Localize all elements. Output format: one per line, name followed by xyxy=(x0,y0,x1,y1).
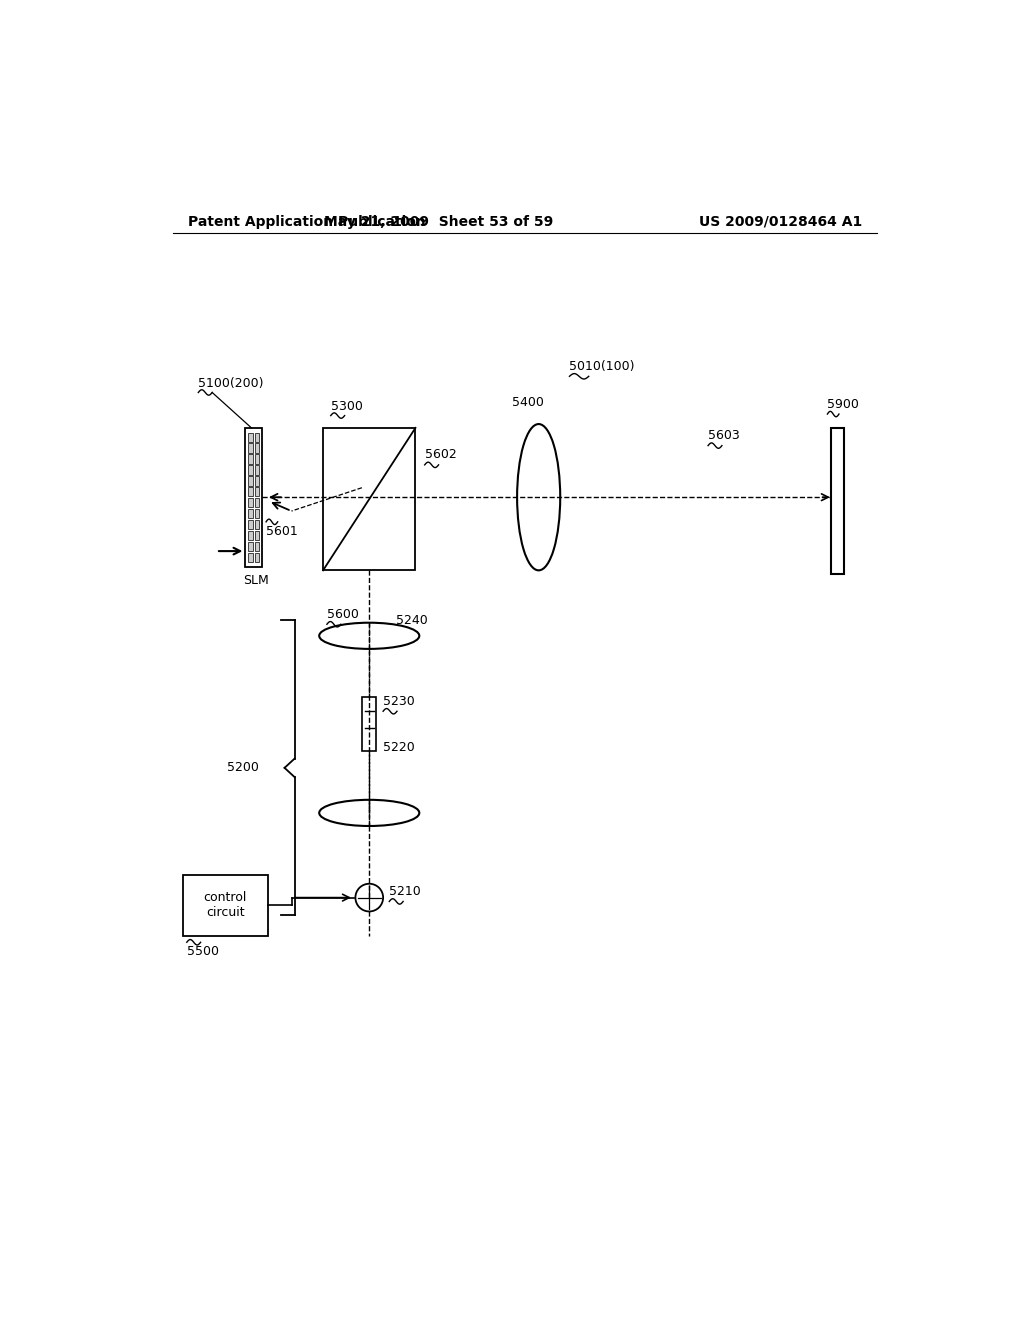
Bar xyxy=(362,697,376,751)
Text: 5600: 5600 xyxy=(327,607,358,620)
Text: 5400: 5400 xyxy=(512,396,544,409)
Bar xyxy=(249,541,253,550)
Bar xyxy=(831,428,844,574)
Bar xyxy=(183,874,267,936)
Bar xyxy=(249,477,253,486)
Bar xyxy=(255,433,259,442)
Bar xyxy=(249,433,253,442)
Bar xyxy=(249,520,253,529)
Text: 5230: 5230 xyxy=(383,694,415,708)
Text: control
circuit: control circuit xyxy=(204,891,247,919)
Bar xyxy=(249,487,253,496)
Text: 5500: 5500 xyxy=(186,945,219,958)
Text: 5900: 5900 xyxy=(827,399,859,412)
Bar xyxy=(255,510,259,519)
Bar xyxy=(255,541,259,550)
Bar xyxy=(255,487,259,496)
Bar xyxy=(255,477,259,486)
Text: SLM: SLM xyxy=(243,574,268,587)
Bar xyxy=(255,444,259,453)
Text: 5220: 5220 xyxy=(383,741,415,754)
Bar xyxy=(249,454,253,463)
Bar xyxy=(255,498,259,507)
Text: 5602: 5602 xyxy=(425,449,457,462)
Bar xyxy=(255,531,259,540)
Bar xyxy=(255,454,259,463)
Bar xyxy=(249,444,253,453)
Text: 5200: 5200 xyxy=(226,762,259,775)
Bar xyxy=(249,498,253,507)
Text: May 21, 2009  Sheet 53 of 59: May 21, 2009 Sheet 53 of 59 xyxy=(324,215,553,228)
Bar xyxy=(249,510,253,519)
Text: 5603: 5603 xyxy=(708,429,739,442)
Text: 5601: 5601 xyxy=(266,525,298,539)
Bar xyxy=(249,553,253,562)
Text: Patent Application Publication: Patent Application Publication xyxy=(188,215,426,228)
Bar xyxy=(255,553,259,562)
Bar xyxy=(249,465,253,475)
Text: 5010(100): 5010(100) xyxy=(569,360,635,372)
Bar xyxy=(255,520,259,529)
Text: 5100(200): 5100(200) xyxy=(199,376,264,389)
Text: 5300: 5300 xyxy=(331,400,362,413)
Bar xyxy=(249,531,253,540)
Text: 5240: 5240 xyxy=(396,614,428,627)
Bar xyxy=(323,428,416,570)
Bar xyxy=(246,428,262,566)
Bar xyxy=(255,465,259,475)
Text: US 2009/0128464 A1: US 2009/0128464 A1 xyxy=(698,215,862,228)
Text: 5210: 5210 xyxy=(389,884,421,898)
